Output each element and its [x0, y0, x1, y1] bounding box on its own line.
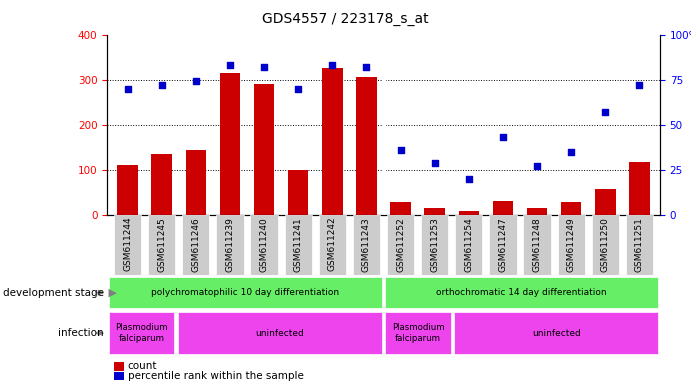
Text: GSM611239: GSM611239: [225, 217, 234, 272]
Point: [327, 62, 338, 68]
Bar: [186, 150, 206, 215]
Point: [395, 147, 406, 153]
Text: orthochromatic 14 day differentiation: orthochromatic 14 day differentiation: [437, 288, 607, 297]
Text: polychromatophilic 10 day differentiation: polychromatophilic 10 day differentiatio…: [151, 288, 339, 297]
Text: ▶: ▶: [105, 288, 117, 298]
Text: GSM611241: GSM611241: [294, 217, 303, 271]
Point: [600, 109, 611, 115]
FancyBboxPatch shape: [591, 215, 619, 275]
FancyBboxPatch shape: [148, 215, 176, 275]
Bar: [254, 84, 274, 215]
Point: [225, 62, 236, 68]
Bar: [455, 312, 658, 354]
Point: [429, 160, 440, 166]
Bar: [527, 208, 547, 215]
Text: count: count: [128, 361, 158, 371]
Bar: [117, 166, 138, 215]
Point: [463, 176, 474, 182]
Bar: [356, 78, 377, 215]
Point: [361, 64, 372, 70]
FancyBboxPatch shape: [114, 215, 141, 275]
FancyBboxPatch shape: [182, 215, 209, 275]
Text: GSM611244: GSM611244: [123, 217, 132, 271]
Text: Plasmodium
falciparum: Plasmodium falciparum: [392, 323, 444, 343]
Bar: [386, 312, 451, 354]
Bar: [459, 210, 479, 215]
Point: [156, 82, 167, 88]
Text: GSM611246: GSM611246: [191, 217, 200, 271]
FancyBboxPatch shape: [319, 215, 346, 275]
Text: uninfected: uninfected: [532, 329, 580, 338]
Text: GSM611242: GSM611242: [328, 217, 337, 271]
FancyBboxPatch shape: [626, 215, 653, 275]
Bar: [151, 154, 172, 215]
Text: uninfected: uninfected: [256, 329, 304, 338]
Text: GSM611245: GSM611245: [158, 217, 167, 271]
Text: infection: infection: [58, 328, 104, 338]
Text: GSM611253: GSM611253: [430, 217, 439, 272]
Bar: [390, 202, 411, 215]
Text: GSM611249: GSM611249: [567, 217, 576, 271]
Text: GSM611243: GSM611243: [362, 217, 371, 271]
Text: GSM611250: GSM611250: [600, 217, 609, 272]
Bar: [424, 208, 445, 215]
Point: [190, 78, 201, 84]
Text: GSM611248: GSM611248: [533, 217, 542, 271]
FancyBboxPatch shape: [489, 215, 517, 275]
Text: GSM611254: GSM611254: [464, 217, 473, 271]
Bar: [386, 277, 658, 308]
Bar: [493, 200, 513, 215]
Bar: [561, 202, 581, 215]
Text: GDS4557 / 223178_s_at: GDS4557 / 223178_s_at: [262, 12, 429, 25]
Text: development stage: development stage: [3, 288, 104, 298]
FancyBboxPatch shape: [523, 215, 551, 275]
FancyBboxPatch shape: [558, 215, 585, 275]
Text: GSM611247: GSM611247: [498, 217, 507, 271]
Point: [531, 163, 542, 169]
Point: [634, 82, 645, 88]
Text: Plasmodium
falciparum: Plasmodium falciparum: [115, 323, 168, 343]
Bar: [595, 189, 616, 215]
Bar: [322, 68, 343, 215]
Text: GSM611251: GSM611251: [635, 217, 644, 272]
FancyBboxPatch shape: [285, 215, 312, 275]
Bar: [178, 312, 381, 354]
FancyBboxPatch shape: [387, 215, 414, 275]
Text: percentile rank within the sample: percentile rank within the sample: [128, 371, 304, 381]
Bar: [109, 277, 381, 308]
FancyBboxPatch shape: [421, 215, 448, 275]
FancyBboxPatch shape: [250, 215, 278, 275]
Text: GSM611240: GSM611240: [260, 217, 269, 271]
Point: [566, 149, 577, 155]
Bar: [288, 170, 308, 215]
Bar: [630, 162, 650, 215]
Bar: [109, 312, 174, 354]
Text: GSM611252: GSM611252: [396, 217, 405, 271]
Point: [122, 86, 133, 92]
Bar: [220, 73, 240, 215]
Point: [293, 86, 304, 92]
FancyBboxPatch shape: [216, 215, 244, 275]
Point: [498, 134, 509, 141]
FancyBboxPatch shape: [455, 215, 482, 275]
Point: [258, 64, 269, 70]
FancyBboxPatch shape: [353, 215, 380, 275]
